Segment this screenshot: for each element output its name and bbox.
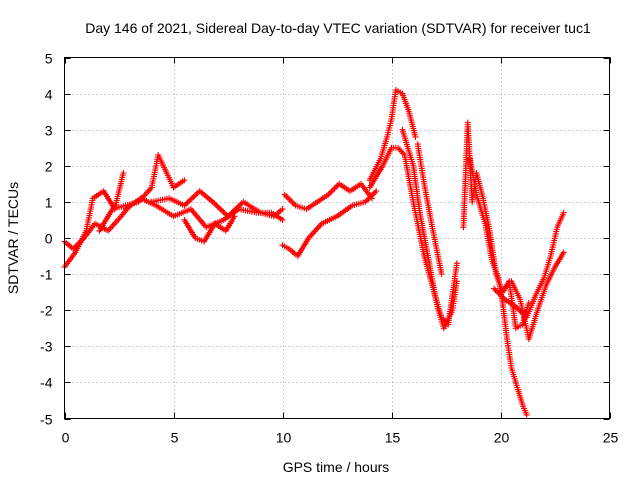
series-markers [414,141,445,278]
series-arc-p [508,249,567,343]
series-group [61,87,567,418]
series-arc-c [96,152,188,234]
series-markers [181,213,238,245]
series-arc-k [399,126,460,332]
series-markers [399,126,460,332]
x-tick-label: 20 [494,430,510,446]
x-tick-label: 15 [385,430,401,446]
y-tick-label: 2 [45,159,53,175]
y-tick-label: -5 [40,412,53,428]
series-markers [366,87,419,184]
y-tick-label: 4 [45,87,53,103]
y-tick-label: -4 [40,375,53,391]
series-arc-f [181,213,238,245]
series-arc-o [491,209,567,321]
chart-title: Day 146 of 2021, Sidereal Day-to-day VTE… [85,20,591,36]
series-markers [61,202,133,252]
x-tick-label: 0 [62,430,70,446]
series-arc-i [366,87,419,184]
series-markers [148,188,286,220]
y-tick-label: 3 [45,123,53,139]
ticks: 0 5 10 15 20 25 -5 -4 -3 -2 -1 0 1 2 3 4 5 [40,51,618,446]
y-tick-label: 1 [45,195,53,211]
series-line [282,190,377,257]
series-arc-h [281,180,375,213]
series-arc-e [148,188,286,220]
x-tick-label: 5 [171,430,179,446]
y-tick-label: -1 [40,267,53,283]
y-tick-label: 5 [45,51,53,67]
series-arc-b [61,202,133,252]
series-markers [279,188,380,259]
x-tick-label: 10 [276,430,292,446]
x-axis-label: GPS time / hours [283,459,390,475]
y-tick-label: 0 [45,231,53,247]
y-tick-label: -3 [40,339,53,355]
series-line [98,154,185,232]
series-markers [281,180,375,213]
series-arc-l [414,141,445,278]
series-arc-g [279,188,380,259]
y-tick-label: -2 [40,303,53,319]
series-arc-n [467,155,530,418]
series-markers [467,155,530,418]
series-markers [508,249,567,343]
series-markers [491,209,567,321]
grid [64,57,610,419]
y-axis-label: SDTVAR / TECUs [5,182,21,294]
series-markers [96,152,188,234]
x-tick-label: 25 [603,430,619,446]
